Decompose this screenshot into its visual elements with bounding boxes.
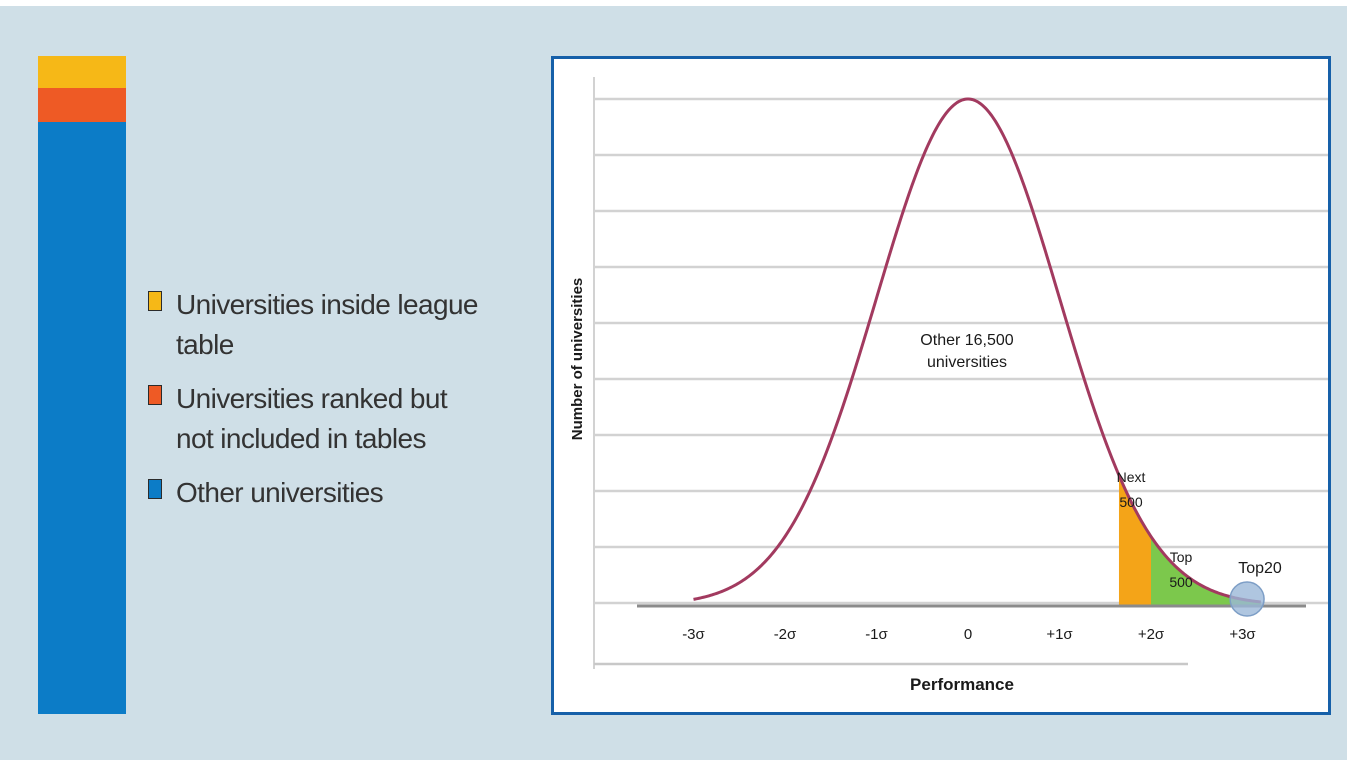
legend-swatch (148, 291, 162, 311)
annotation-line-1: Other 16,500 (920, 332, 1014, 349)
top-500-region (1151, 536, 1261, 605)
grid-lines (593, 77, 1328, 669)
top-500-label-line-1: Top (1170, 549, 1193, 565)
annotation-line-2: universities (927, 354, 1007, 371)
legend-item-league-table: Universities inside league table (148, 285, 528, 365)
next-500-label-line-2: 500 (1119, 494, 1143, 510)
next-500-label-line-1: Next (1117, 469, 1146, 485)
top-frame-strip (0, 0, 1347, 6)
bar-segment-other-universities (38, 122, 126, 714)
x-tick-label: +2σ (1138, 626, 1165, 643)
legend-label: Other universities (176, 477, 384, 508)
x-tick-label: +1σ (1046, 626, 1073, 643)
bell-curve-chart: -3σ -2σ -1σ 0 +1σ +2σ +3σ Number of universiti… (569, 77, 1328, 694)
legend-swatch (148, 479, 162, 499)
top20-marker (1229, 581, 1265, 617)
x-tick-label: +3σ (1229, 626, 1256, 643)
legend-swatch (148, 385, 162, 405)
legend-label: Universities ranked but not included in … (176, 383, 448, 454)
bar-segment-league-table (38, 56, 126, 88)
x-tick-labels: -3σ -2σ -1σ 0 +1σ +2σ +3σ (682, 626, 1256, 643)
x-tick-label: -1σ (865, 626, 888, 643)
legend-label: Universities inside league table (176, 289, 479, 360)
next-500-region (1118, 475, 1151, 605)
normal-distribution-curve (693, 97, 1261, 604)
legend-item-ranked-not-included: Universities ranked but not included in … (148, 379, 528, 459)
top20-label: Top20 (1238, 560, 1282, 577)
x-tick-label: -3σ (682, 626, 705, 643)
tail-regions (1118, 475, 1261, 605)
y-axis-label: Number of universities (569, 278, 586, 441)
legend-item-other-universities: Other universities (148, 473, 528, 513)
x-tick-label: -2σ (774, 626, 797, 643)
top-500-label-line-2: 500 (1169, 574, 1193, 590)
legend: Universities inside league table Univers… (148, 285, 528, 527)
x-axis-label: Performance (910, 675, 1014, 694)
x-tick-label: 0 (964, 626, 972, 643)
bar-segment-ranked-not-included (38, 88, 126, 122)
stacked-bar (38, 56, 126, 714)
bell-curve-chart-panel: -3σ -2σ -1σ 0 +1σ +2σ +3σ Number of universiti… (551, 56, 1331, 715)
